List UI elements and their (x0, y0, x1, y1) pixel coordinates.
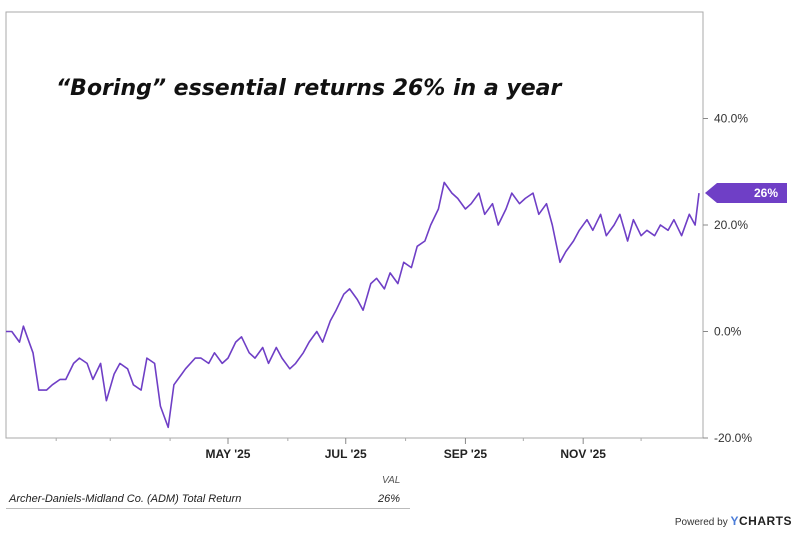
last-value-badge-shape (705, 183, 787, 204)
ycharts-logo: YCHARTS (730, 514, 792, 528)
powered-by-ycharts: Powered by YCHARTS (675, 514, 792, 528)
legend-column-header: VAL (382, 475, 401, 486)
ycharts-logo-y: Y (730, 514, 739, 528)
x-tick-label: MAY '25 (206, 447, 251, 461)
series-line (6, 181, 700, 429)
y-axis: 40.0% 20.0% 0.0% -20.0% (703, 112, 752, 445)
legend-divider (6, 508, 410, 509)
legend-series-value: 26% (378, 493, 401, 505)
x-minor-ticks (55, 438, 642, 441)
chart: 40.0% 20.0% 0.0% -20.0% MAY '25 JUL '25 SEP '… (5, 11, 787, 461)
ycharts-logo-text: CHARTS (739, 514, 792, 528)
last-value-badge: 26% (705, 183, 787, 204)
y-tick-label: -20.0% (714, 431, 752, 445)
y-tick-label: 20.0% (714, 218, 748, 232)
last-value-badge-text: 26% (754, 186, 778, 200)
y-tick-label: 40.0% (714, 112, 748, 126)
powered-by-text: Powered by (674, 517, 728, 528)
x-tick-label: JUL '25 (325, 447, 367, 461)
legend-series-name: Archer-Daniels-Midland Co. (ADM) Total R… (9, 493, 242, 505)
x-tick-label: NOV '25 (560, 447, 606, 461)
y-tick-label: 0.0% (714, 325, 742, 339)
x-axis: MAY '25 JUL '25 SEP '25 NOV '25 (206, 438, 606, 461)
x-tick-label: SEP '25 (444, 447, 488, 461)
chart-title: “Boring” essential returns 26% in a year (56, 76, 562, 101)
